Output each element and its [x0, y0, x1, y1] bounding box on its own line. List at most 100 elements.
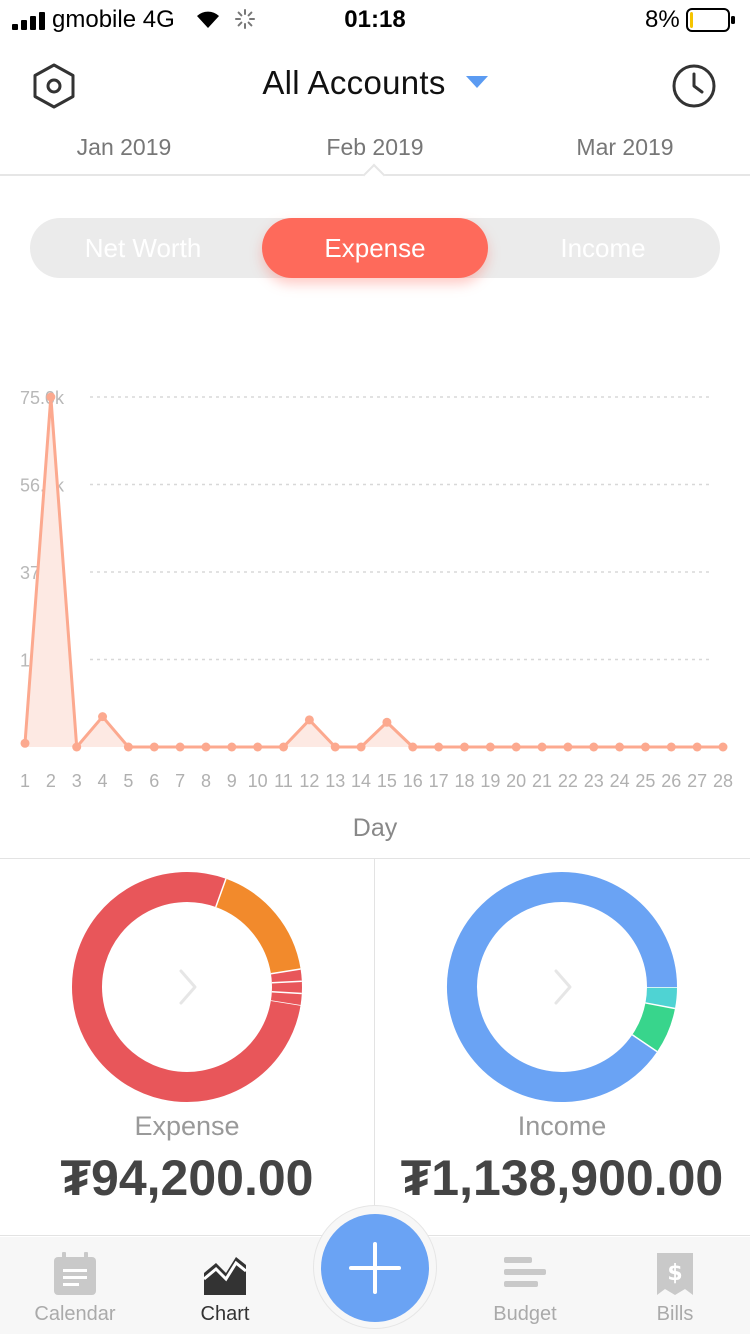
expense-slice-separator	[270, 968, 301, 975]
data-point[interactable]	[304, 715, 314, 725]
x-tick-label: 27	[687, 771, 707, 791]
plus-icon	[349, 1242, 401, 1294]
expense-slice-separator	[271, 980, 302, 984]
data-point[interactable]	[356, 742, 366, 752]
data-point[interactable]	[46, 392, 56, 402]
x-tick-label: 21	[532, 771, 552, 791]
x-tick-label: 18	[454, 771, 474, 791]
segment-net-worth[interactable]: Net Worth	[84, 233, 202, 263]
data-point[interactable]	[175, 742, 185, 752]
month-current[interactable]: Feb 2019	[326, 134, 424, 160]
x-tick-label: 1	[20, 771, 30, 791]
data-point[interactable]	[72, 742, 82, 752]
data-point[interactable]	[511, 742, 521, 752]
month-next[interactable]: Mar 2019	[576, 134, 674, 160]
x-tick-label: 5	[123, 771, 133, 791]
data-point[interactable]	[640, 742, 650, 752]
data-point[interactable]	[123, 742, 133, 752]
x-tick-label: 13	[325, 771, 345, 791]
x-tick-label: 9	[227, 771, 237, 791]
data-point[interactable]	[589, 742, 599, 752]
battery-percent: 8%	[645, 6, 680, 33]
segment-income[interactable]: Income	[560, 233, 646, 263]
chevron-right-icon	[179, 969, 197, 1005]
data-point[interactable]	[382, 717, 392, 727]
income-slice[interactable]	[631, 1002, 675, 1052]
data-point[interactable]	[408, 742, 418, 752]
tab-budget-label: Budget	[493, 1303, 557, 1325]
income-donut	[447, 872, 677, 1102]
data-point[interactable]	[666, 742, 676, 752]
data-point[interactable]	[253, 742, 263, 752]
summary-section: Expense ₮94,200.00 Income ₮1,138,900.00	[0, 858, 750, 1237]
x-tick-label: 12	[299, 771, 319, 791]
expense-amount: ₮94,200.00	[60, 1150, 314, 1206]
tab-chart[interactable]: Chart	[150, 1237, 300, 1334]
data-point[interactable]	[692, 742, 702, 752]
income-slice-separator	[631, 1034, 658, 1053]
data-point[interactable]	[459, 742, 469, 752]
clock-history-icon[interactable]	[670, 62, 718, 110]
x-tick-label: 26	[661, 771, 681, 791]
x-tick-label: 11	[274, 771, 293, 791]
add-transaction-button[interactable]	[321, 1214, 429, 1322]
data-point[interactable]	[537, 742, 547, 752]
expense-slice-separator	[271, 991, 302, 995]
series-line	[23, 395, 723, 749]
data-point[interactable]	[485, 742, 495, 752]
income-summary[interactable]: Income ₮1,138,900.00	[375, 859, 749, 1237]
chart-icon	[203, 1257, 247, 1295]
x-tick-label: 19	[480, 771, 500, 791]
data-point[interactable]	[279, 742, 289, 752]
account-selector[interactable]: All Accounts	[0, 64, 750, 102]
x-tick-label: 28	[713, 771, 733, 791]
month-selector: Jan 2019 Feb 2019 Mar 2019	[0, 126, 750, 187]
data-point[interactable]	[563, 742, 573, 752]
data-point[interactable]	[330, 742, 340, 752]
settings-hexagon-icon[interactable]	[30, 62, 78, 110]
calendar-icon	[54, 1252, 96, 1295]
data-point[interactable]	[434, 742, 444, 752]
chart-canvas: 18.8k37.5k56.2k75.0k12345678910111213141…	[20, 388, 733, 791]
x-tick-label: 3	[72, 771, 82, 791]
expense-slice[interactable]	[270, 969, 302, 983]
income-label: Income	[517, 1111, 607, 1141]
expense-slice[interactable]	[270, 991, 302, 1005]
data-point[interactable]	[201, 742, 211, 752]
x-tick-label: 4	[98, 771, 108, 791]
x-tick-label: 16	[403, 771, 423, 791]
expense-slice[interactable]	[72, 872, 301, 1102]
tab-calendar[interactable]: Calendar	[0, 1237, 150, 1334]
x-tick-label: 22	[558, 771, 578, 791]
x-tick-label: 23	[584, 771, 604, 791]
tab-chart-label: Chart	[200, 1303, 250, 1325]
signal-icon	[12, 12, 45, 30]
x-tick-label: 15	[377, 771, 397, 791]
data-point[interactable]	[615, 742, 625, 752]
expense-summary[interactable]: Expense ₮94,200.00	[0, 859, 374, 1237]
tab-bills[interactable]: $ Bills	[600, 1237, 750, 1334]
data-point[interactable]	[718, 742, 728, 752]
income-slice[interactable]	[447, 872, 677, 1102]
data-point[interactable]	[227, 742, 237, 752]
income-amount: ₮1,138,900.00	[400, 1150, 724, 1206]
month-indicator	[362, 163, 386, 187]
chevron-down-icon	[465, 76, 488, 88]
tab-calendar-label: Calendar	[34, 1303, 116, 1325]
y-tick-label: 75.0k	[20, 388, 65, 408]
data-point[interactable]	[98, 712, 108, 722]
segment-expense[interactable]: Expense	[262, 218, 488, 278]
carrier-label: gmobile 4G	[52, 6, 175, 33]
chevron-right-icon	[554, 969, 572, 1005]
x-axis-title: Day	[352, 814, 398, 842]
data-point[interactable]	[20, 738, 30, 748]
battery-icon	[686, 8, 735, 32]
x-tick-label: 25	[635, 771, 655, 791]
income-slice[interactable]	[645, 986, 677, 1009]
month-prev[interactable]: Jan 2019	[76, 134, 172, 160]
data-point[interactable]	[149, 742, 159, 752]
tab-budget[interactable]: Budget	[450, 1237, 600, 1334]
expense-donut	[72, 872, 302, 1102]
x-tick-label: 2	[46, 771, 56, 791]
expense-slice[interactable]	[215, 878, 301, 975]
